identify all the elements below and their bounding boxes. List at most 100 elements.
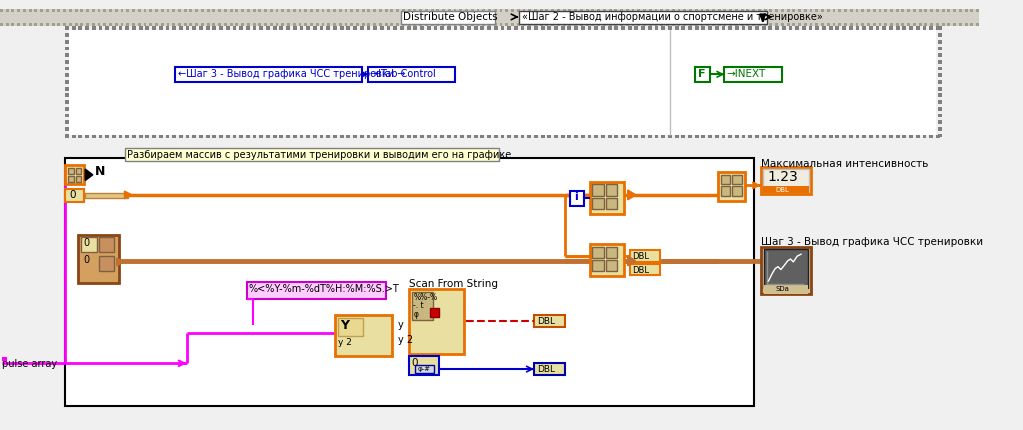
Bar — [729, 23, 732, 25]
Bar — [35, 9, 37, 12]
Bar — [608, 27, 612, 30]
Bar — [327, 23, 330, 25]
Bar — [98, 256, 114, 271]
Bar — [586, 9, 588, 12]
Bar — [861, 9, 864, 12]
Bar — [889, 27, 893, 30]
Bar — [65, 27, 69, 30]
Bar — [976, 23, 979, 25]
Bar — [425, 23, 428, 25]
Bar — [649, 23, 652, 25]
Bar — [775, 23, 779, 25]
Bar — [241, 23, 244, 25]
Polygon shape — [85, 169, 93, 181]
Polygon shape — [628, 190, 635, 200]
Bar — [534, 316, 565, 327]
Bar — [938, 80, 941, 84]
Bar — [628, 135, 631, 138]
Bar — [589, 181, 624, 214]
Bar — [634, 27, 638, 30]
Bar — [453, 135, 457, 138]
Bar — [775, 27, 779, 30]
Bar — [721, 27, 725, 30]
Bar — [353, 135, 357, 138]
Bar — [92, 135, 96, 138]
Bar — [882, 135, 886, 138]
Bar — [749, 135, 752, 138]
Bar — [592, 260, 604, 271]
Bar — [482, 9, 485, 12]
Bar — [65, 60, 69, 64]
Bar — [380, 27, 384, 30]
Bar — [913, 9, 916, 12]
Bar — [815, 9, 818, 12]
Bar — [313, 135, 317, 138]
Bar — [75, 23, 78, 25]
Bar — [230, 23, 232, 25]
Bar — [523, 23, 526, 25]
Bar — [690, 9, 692, 12]
Bar — [0, 9, 3, 12]
Bar — [408, 356, 439, 375]
Bar — [65, 107, 69, 111]
Bar — [420, 135, 424, 138]
Bar — [143, 9, 146, 12]
Bar — [72, 27, 76, 30]
Bar — [561, 27, 565, 30]
Bar — [347, 27, 350, 30]
Bar — [735, 27, 739, 30]
Bar — [571, 191, 584, 206]
Bar — [574, 135, 578, 138]
Polygon shape — [125, 191, 132, 199]
Bar — [587, 27, 591, 30]
Bar — [413, 23, 416, 25]
Bar — [675, 135, 678, 138]
Text: 0: 0 — [83, 238, 89, 248]
Bar — [589, 244, 624, 276]
Bar — [649, 9, 652, 12]
Bar — [92, 9, 95, 12]
Bar — [253, 23, 256, 25]
Bar — [643, 9, 646, 12]
Text: pulse array: pulse array — [2, 359, 57, 369]
Bar — [838, 23, 841, 25]
Bar — [6, 9, 8, 12]
Bar — [764, 249, 808, 288]
Bar — [81, 9, 83, 12]
Bar — [460, 135, 464, 138]
Bar — [407, 27, 410, 30]
Bar — [408, 9, 410, 12]
Bar — [547, 135, 551, 138]
Bar — [916, 27, 920, 30]
Bar — [161, 23, 164, 25]
Bar — [112, 135, 116, 138]
Bar — [821, 9, 824, 12]
Bar — [11, 9, 14, 12]
Bar — [802, 27, 806, 30]
Bar — [65, 80, 69, 84]
Bar — [769, 9, 772, 12]
Bar — [166, 27, 170, 30]
Bar — [430, 308, 439, 317]
Bar — [373, 135, 377, 138]
Bar — [335, 316, 393, 356]
Bar — [82, 237, 96, 252]
Bar — [896, 23, 898, 25]
Bar — [798, 9, 801, 12]
Bar — [105, 135, 109, 138]
Bar — [695, 23, 698, 25]
Bar — [909, 27, 913, 30]
Bar — [103, 23, 106, 25]
Bar — [0, 23, 3, 25]
Bar — [836, 135, 839, 138]
Bar — [688, 135, 692, 138]
Bar — [965, 23, 968, 25]
Bar — [896, 27, 899, 30]
Bar — [299, 9, 302, 12]
Bar — [869, 135, 873, 138]
Bar — [185, 27, 189, 30]
Bar — [126, 9, 129, 12]
Bar — [241, 9, 244, 12]
Bar — [366, 135, 370, 138]
Text: →ⅠTab Control: →ⅠTab Control — [370, 68, 436, 79]
